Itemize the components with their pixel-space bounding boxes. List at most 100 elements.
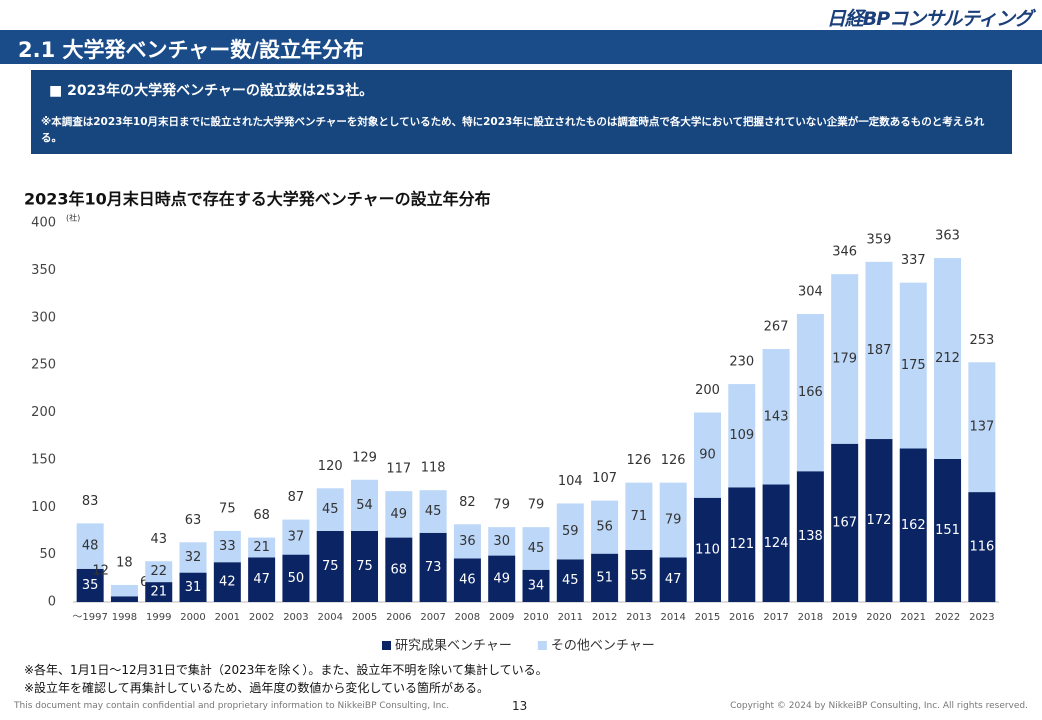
bar-segment — [179, 572, 207, 602]
x-tick-label: 2022 — [935, 612, 960, 623]
bar-segment — [968, 362, 996, 493]
total-label: 118 — [421, 461, 446, 476]
legend-swatch — [382, 641, 391, 650]
value-label: 124 — [764, 536, 789, 551]
bar-segment — [110, 584, 138, 597]
bar-segment — [488, 527, 516, 556]
x-tick-label: 2003 — [283, 612, 308, 623]
value-label: 179 — [832, 351, 857, 366]
x-tick-label: 2019 — [832, 612, 857, 623]
bar-segment — [899, 282, 927, 449]
bar-segment — [76, 568, 104, 602]
value-label: 137 — [969, 420, 994, 435]
total-label: 43 — [150, 532, 167, 547]
value-label: 45 — [322, 502, 339, 517]
chart-title: 2023年10月末日時点で存在する大学発ベンチャーの設立年分布 — [24, 190, 491, 209]
total-label: 363 — [935, 229, 960, 244]
y-tick-label: 250 — [31, 358, 56, 373]
total-label: 107 — [592, 471, 617, 486]
total-label: 79 — [493, 498, 510, 513]
x-tick-label: 2005 — [352, 612, 377, 623]
value-label: 34 — [528, 578, 545, 593]
bar-segment — [213, 530, 241, 563]
value-label: 31 — [185, 580, 202, 595]
value-label: 79 — [665, 513, 682, 528]
x-tick-label: 2009 — [489, 612, 514, 623]
bar-segment — [385, 537, 413, 602]
value-label: 46 — [459, 573, 476, 588]
value-label: 75 — [322, 559, 339, 574]
bar-segment — [76, 523, 104, 569]
value-label: 212 — [935, 351, 960, 366]
total-label: 63 — [185, 513, 202, 528]
bar-segment — [728, 487, 756, 602]
total-label: 75 — [219, 501, 236, 516]
title-bar — [0, 30, 1042, 64]
x-tick-label: 2020 — [866, 612, 891, 623]
x-tick-label: 2018 — [798, 612, 823, 623]
value-label: 21 — [150, 585, 167, 600]
x-tick-label: 2001 — [215, 612, 240, 623]
total-label: 117 — [386, 462, 411, 477]
total-label: 200 — [695, 383, 720, 398]
value-label: 68 — [391, 562, 408, 577]
bar-segment — [419, 490, 447, 533]
x-tick-label: 2004 — [317, 612, 342, 623]
bar-segment — [522, 569, 550, 602]
value-label: 109 — [729, 428, 754, 443]
value-label: 47 — [253, 572, 270, 587]
bar-segment — [693, 497, 721, 602]
bar-segment — [831, 274, 859, 444]
value-label: 116 — [969, 540, 994, 555]
footnote: ※各年、1月1日～12月31日で集計（2023年を除く）。また、設立年不明を除い… — [24, 663, 548, 677]
value-label: 59 — [562, 524, 579, 539]
bar-segment — [282, 519, 310, 555]
bar-segment — [145, 561, 173, 583]
total-label: 87 — [288, 490, 305, 505]
value-label: 167 — [832, 515, 857, 530]
headline: ■ 2023年の大学発ベンチャーの設立数は253社。 — [49, 83, 374, 99]
x-tick-label: 2008 — [455, 612, 480, 623]
value-label: 166 — [798, 385, 823, 400]
logo: 日経BPコンサルティング — [826, 8, 1033, 30]
total-label: 68 — [253, 508, 270, 523]
total-label: 346 — [832, 245, 857, 260]
y-tick-label: 350 — [31, 263, 56, 278]
total-label: 18 — [116, 555, 133, 570]
value-label: 187 — [867, 343, 892, 358]
value-label: 162 — [901, 518, 926, 533]
summary-box: ■ 2023年の大学発ベンチャーの設立数は253社。 ※本調査は2023年10月… — [31, 70, 1012, 154]
x-tick-label: 2021 — [901, 612, 926, 623]
bar-segment — [145, 582, 173, 602]
total-label: 126 — [661, 453, 686, 468]
value-label: 48 — [82, 539, 99, 554]
total-label: 120 — [318, 459, 343, 474]
value-label: 90 — [699, 448, 716, 463]
value-label: 22 — [150, 564, 167, 579]
total-label: 267 — [764, 320, 789, 335]
bar-segment — [316, 530, 344, 602]
bar-segment — [179, 542, 207, 573]
value-label: 56 — [596, 520, 613, 535]
bar-segment — [968, 492, 996, 602]
total-label: 253 — [969, 333, 994, 348]
value-label: 45 — [528, 541, 545, 556]
value-label: 32 — [185, 550, 202, 565]
bar-segment — [831, 443, 859, 602]
value-label: 12 — [92, 563, 109, 578]
footnote: ※設立年を確認して再集計しているため、過年度の数値から変化している箇所がある。 — [24, 681, 489, 695]
x-tick-label: 2023 — [969, 612, 994, 623]
value-label: 55 — [631, 568, 648, 583]
x-tick-label: 2012 — [592, 612, 617, 623]
value-label: 73 — [425, 560, 442, 575]
copyright: Copyright © 2024 by NikkeiBP Consulting,… — [730, 701, 1028, 711]
bar-segment — [248, 557, 276, 602]
y-tick-label: 400 — [31, 216, 56, 231]
value-label: 51 — [596, 570, 613, 585]
bar-segment — [453, 558, 481, 602]
bar-segment — [419, 532, 447, 602]
x-tick-label: 2006 — [386, 612, 411, 623]
bar-segment — [693, 412, 721, 498]
value-label: 172 — [867, 513, 892, 528]
